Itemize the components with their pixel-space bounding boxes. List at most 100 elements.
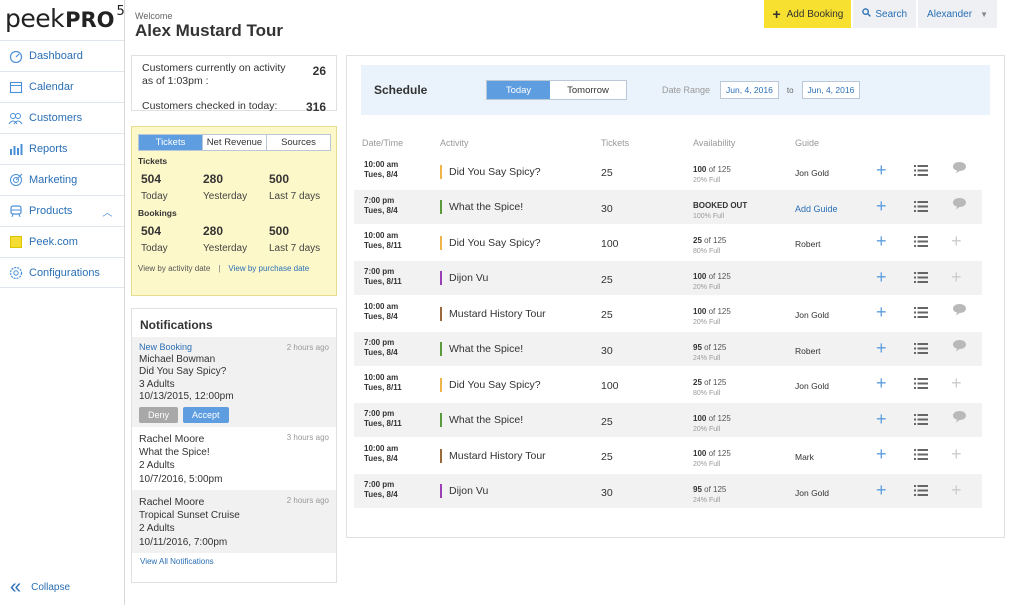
sidebar: peek PRO 5 Dashboard Calendar Customers … (0, 0, 125, 605)
row-activity[interactable]: Dijon Vu (440, 484, 488, 499)
table-row[interactable]: 7:00 pm Tues, 8/4 Dijon Vu 30 95 of 125 24% F… (354, 473, 982, 509)
list-icon[interactable] (914, 307, 928, 321)
list-icon[interactable] (914, 413, 928, 428)
table-row[interactable]: 10:00 am Tues, 8/4 Did You Say Spicy? 25 100… (354, 154, 982, 190)
list-icon[interactable] (914, 165, 928, 179)
sidebar-item-configurations[interactable]: Configurations (0, 257, 124, 288)
row-activity[interactable]: Did You Say Spicy? (440, 235, 541, 250)
notification-activity: Did You Say Spicy? (139, 366, 227, 377)
sidebar-item-customers[interactable]: Customers (0, 102, 124, 133)
list-icon[interactable] (914, 484, 928, 499)
tab-net-revenue[interactable]: Net Revenue (203, 135, 267, 150)
availability-total: of 125 (706, 413, 731, 423)
row-day: Tues, 8/4 (364, 205, 398, 215)
row-activity[interactable]: Did You Say Spicy? (440, 164, 541, 179)
availability-percent: 100% Full (693, 212, 725, 220)
new-booking-tag: New Booking (139, 342, 193, 352)
notification-item[interactable]: New Booking 2 hours ago Michael Bowman D… (132, 337, 336, 427)
peekpro-logo[interactable]: peek PRO 5 (0, 0, 125, 40)
sidebar-item-reports[interactable]: Reports (0, 133, 124, 164)
chat-icon[interactable] (952, 197, 967, 213)
summary-card: Tickets Net Revenue Sources Tickets 504 T… (131, 126, 337, 296)
tab-sources[interactable]: Sources (281, 137, 316, 148)
chat-icon[interactable] (952, 303, 967, 319)
table-row[interactable]: 7:00 pm Tues, 8/4 What the Spice! 30 BOOKED … (354, 189, 982, 225)
sidebar-item-peek-com[interactable]: Peek.com (0, 226, 124, 257)
list-icon[interactable] (914, 378, 928, 392)
list-icon[interactable] (914, 236, 928, 250)
notification-name: Rachel Moore (139, 496, 205, 508)
row-activity[interactable]: Mustard History Tour (440, 448, 546, 463)
view-by-activity-link[interactable]: View by activity date (138, 264, 211, 273)
notification-item[interactable]: 3 hours ago Rachel Moore What the Spice!… (132, 427, 336, 490)
chat-icon[interactable] (952, 410, 967, 426)
add-icon[interactable]: + (876, 266, 887, 287)
list-icon[interactable] (914, 342, 928, 357)
sidebar-item-products[interactable]: Products ︿ (0, 195, 124, 226)
user-name: Alexander (927, 8, 973, 20)
row-activity[interactable]: What the Spice! (440, 200, 523, 215)
add-note-icon[interactable]: + (951, 231, 962, 251)
today-tab[interactable]: Today (487, 81, 550, 99)
date-to-input[interactable]: Jun, 4, 2016 (801, 81, 861, 99)
row-activity[interactable]: Mustard History Tour (440, 306, 546, 321)
add-note-icon[interactable]: + (951, 266, 962, 287)
row-activity[interactable]: Dijon Vu (440, 271, 488, 286)
accept-button[interactable]: Accept (183, 406, 229, 423)
sidebar-item-label: Calendar (29, 81, 74, 93)
list-icon[interactable] (914, 271, 928, 286)
list-icon[interactable] (914, 449, 928, 463)
list-icon[interactable] (914, 200, 928, 215)
table-row[interactable]: 10:00 am Tues, 8/4 Mustard History Tour 25 1… (354, 296, 982, 332)
add-note-icon[interactable]: + (951, 444, 962, 464)
tab-tickets[interactable]: Tickets (139, 135, 203, 150)
table-row[interactable]: 7:00 pm Tues, 8/11 Dijon Vu 25 100 of 125 20%… (354, 260, 982, 296)
collapse-button[interactable]: « Collapse (10, 577, 70, 597)
row-activity[interactable]: What the Spice! (440, 342, 523, 357)
add-icon[interactable]: + (876, 195, 887, 216)
add-icon[interactable]: + (876, 408, 887, 429)
tomorrow-tab[interactable]: Tomorrow (567, 84, 609, 96)
day-toggle: Today Tomorrow (486, 80, 627, 100)
add-note-icon[interactable]: + (951, 479, 962, 500)
bookings-title: Bookings (138, 208, 177, 218)
date-from-input[interactable]: Jun, 4, 2016 (720, 81, 779, 99)
add-note-icon[interactable]: + (951, 373, 962, 393)
user-menu[interactable]: Alexander ▼ (918, 0, 997, 28)
chevron-up-icon[interactable]: ︿ (102, 207, 113, 219)
activity-color-bar (440, 413, 442, 427)
view-by-purchase-link[interactable]: View by purchase date (228, 264, 310, 273)
chat-icon[interactable] (952, 161, 967, 177)
stat-label: Last 7 days (269, 191, 321, 202)
activity-name: What the Spice! (449, 201, 524, 213)
add-icon[interactable]: + (876, 302, 887, 322)
sidebar-item-marketing[interactable]: Marketing (0, 164, 124, 195)
deny-button[interactable]: Deny (139, 406, 179, 423)
notification-item[interactable]: 2 hours ago Rachel Moore Tropical Sunset… (132, 490, 336, 553)
row-tickets: 25 (601, 309, 613, 321)
link-separator: | (218, 264, 221, 273)
chat-icon[interactable] (952, 339, 967, 355)
view-all-notifications-link[interactable]: View All Notifications (140, 557, 214, 566)
add-icon[interactable]: + (876, 373, 887, 393)
table-row[interactable]: 10:00 am Tues, 8/11 Did You Say Spicy? 100 2… (354, 367, 982, 403)
add-icon[interactable]: + (876, 479, 887, 500)
row-activity[interactable]: Did You Say Spicy? (440, 377, 541, 392)
row-activity[interactable]: What the Spice! (440, 413, 523, 428)
add-icon[interactable]: + (876, 160, 887, 180)
sidebar-item-dashboard[interactable]: Dashboard (0, 40, 124, 71)
activity-color-bar (440, 271, 442, 285)
add-icon[interactable]: + (876, 337, 887, 358)
search-button[interactable]: Search (853, 0, 917, 28)
availability-percent: 24% Full (693, 496, 721, 504)
table-row[interactable]: 7:00 pm Tues, 8/4 What the Spice! 30 95 of 1… (354, 331, 982, 367)
add-icon[interactable]: + (876, 444, 887, 464)
table-row[interactable]: 10:00 am Tues, 8/4 Mustard History Tour 25 1… (354, 438, 982, 474)
add-guide-link[interactable]: Add Guide (795, 203, 838, 214)
table-row[interactable]: 10:00 am Tues, 8/11 Did You Say Spicy? 100 2… (354, 225, 982, 261)
add-icon[interactable]: + (876, 231, 887, 251)
row-datetime: 7:00 pm Tues, 8/4 (364, 480, 398, 500)
table-row[interactable]: 7:00 pm Tues, 8/11 What the Spice! 25 100 of… (354, 402, 982, 438)
sidebar-item-calendar[interactable]: Calendar (0, 71, 124, 102)
add-booking-button[interactable]: + Add Booking (764, 0, 852, 28)
